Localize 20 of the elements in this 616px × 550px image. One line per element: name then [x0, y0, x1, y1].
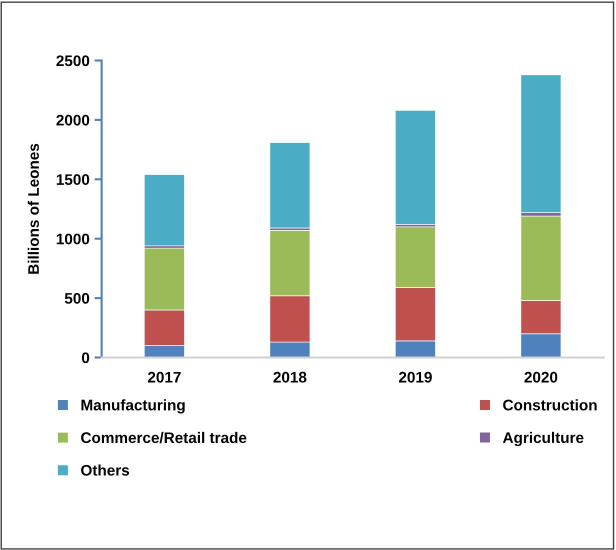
legend-label: Commerce/Retail trade — [81, 432, 246, 444]
x-tick-label: 2019 — [398, 372, 432, 383]
y-tick-label: 2000 — [56, 114, 90, 126]
y-tick-label: 1500 — [56, 174, 90, 185]
bar — [269, 142, 310, 228]
x-tick-label: 2018 — [273, 372, 306, 383]
y-tick-label: 0 — [82, 352, 90, 364]
legend-label: Manufacturing — [81, 399, 185, 414]
y-tick-label: 2500 — [56, 55, 90, 66]
y-axis-title: Billions of Leones — [28, 144, 39, 274]
x-tick-label: 2020 — [524, 372, 558, 383]
legend-label: Others — [81, 464, 130, 476]
bar — [520, 74, 562, 213]
legend-label: Construction — [503, 399, 597, 410]
y-tick-label: 1000 — [56, 234, 90, 244]
y-tick-label: 500 — [64, 292, 90, 304]
legend-label: Agriculture — [502, 432, 584, 446]
bar — [144, 174, 185, 246]
bar — [394, 110, 436, 225]
x-tick-label: 2017 — [148, 372, 181, 383]
